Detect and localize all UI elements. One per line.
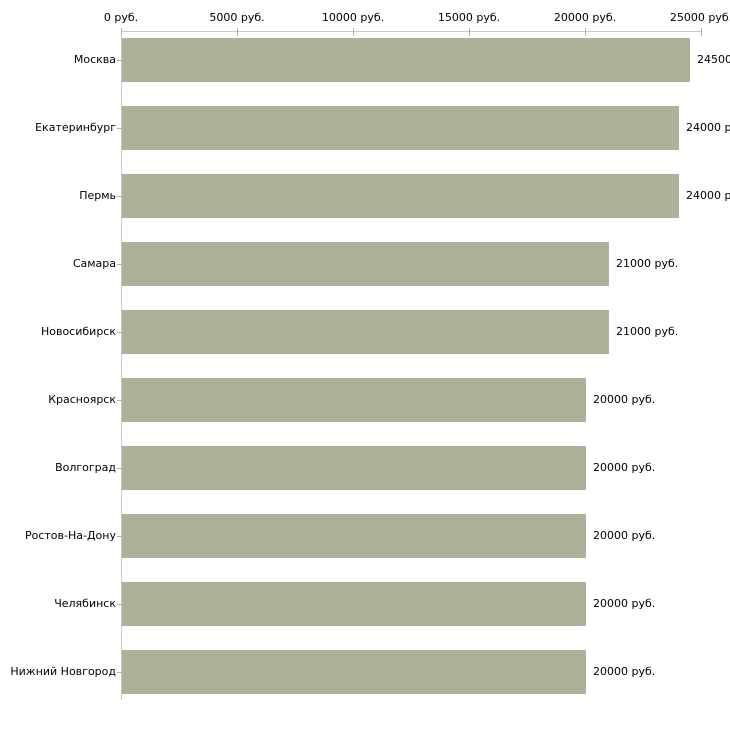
y-axis-tick-mark [117,196,122,197]
category-label: Екатеринбург [35,121,116,134]
x-axis-tick-mark [469,28,470,36]
x-axis-tick-mark [701,28,702,36]
x-axis-tick-label: 25000 руб. [669,11,730,24]
bar [122,38,690,82]
value-label: 20000 руб. [593,665,656,678]
category-label: Москва [73,53,116,66]
y-axis-tick-mark [117,672,122,673]
x-axis-tick-label: 5000 руб. [209,11,265,24]
y-axis-line [121,31,122,700]
y-axis-tick-mark [117,128,122,129]
x-axis-tick-label: 10000 руб. [321,11,385,24]
x-axis-tick-mark [353,28,354,36]
category-label: Нижний Новгород [10,665,116,678]
value-label: 20000 руб. [593,461,656,474]
bar [122,242,609,286]
bar [122,582,586,626]
value-label: 21000 руб. [616,325,679,338]
category-label: Новосибирск [40,325,116,338]
x-axis-tick-mark [237,28,238,36]
value-label: 24500 руб. [697,53,730,66]
value-label: 20000 руб. [593,529,656,542]
x-axis-tick-mark [121,28,122,36]
bar [122,378,586,422]
bar [122,106,679,150]
category-label: Ростов-На-Дону [24,529,116,542]
y-axis-tick-mark [117,332,122,333]
y-axis-tick-mark [117,264,122,265]
x-axis-tick-label: 15000 руб. [437,11,501,24]
bar [122,514,586,558]
category-label: Самара [72,257,116,270]
value-label: 24000 руб. [686,121,730,134]
x-axis-tick-label: 20000 руб. [553,11,617,24]
category-label: Красноярск [48,393,116,406]
x-axis-tick-mark [585,28,586,36]
bar [122,310,609,354]
bar [122,446,586,490]
x-axis-tick-label: 0 руб. [103,11,139,24]
y-axis-tick-mark [117,536,122,537]
y-axis-tick-mark [117,468,122,469]
value-label: 20000 руб. [593,597,656,610]
x-axis-line [121,31,701,32]
category-label: Челябинск [54,597,116,610]
bar [122,650,586,694]
y-axis-tick-mark [117,400,122,401]
y-axis-tick-mark [117,604,122,605]
value-label: 20000 руб. [593,393,656,406]
bar [122,174,679,218]
value-label: 21000 руб. [616,257,679,270]
value-label: 24000 руб. [686,189,730,202]
y-axis-tick-mark [117,60,122,61]
category-label: Волгоград [55,461,116,474]
category-label: Пермь [79,189,116,202]
